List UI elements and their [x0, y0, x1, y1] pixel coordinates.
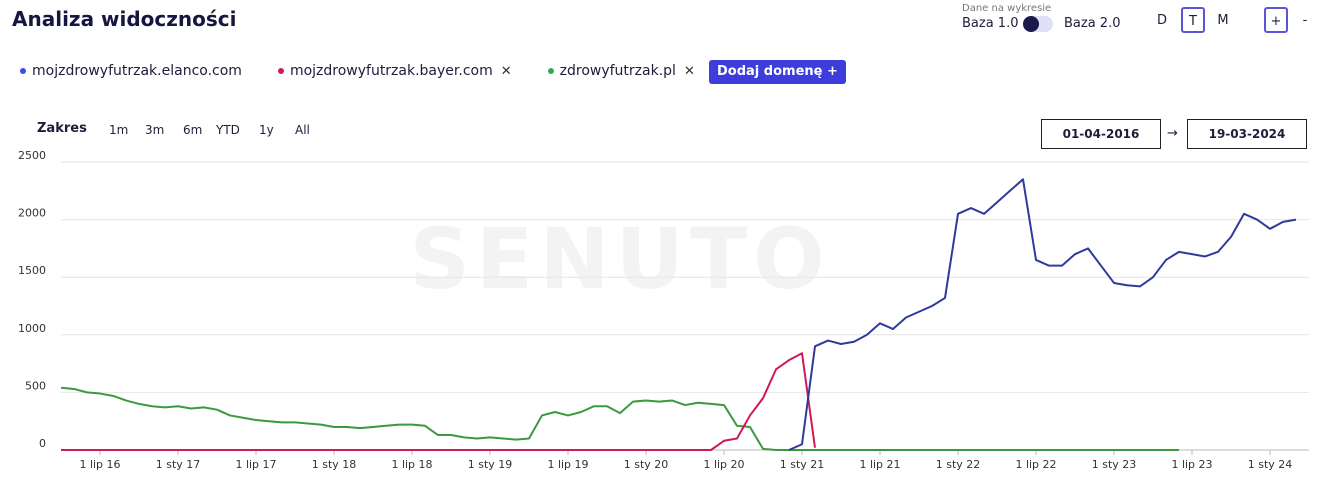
remove-domain[interactable]: ✕: [500, 63, 512, 79]
domain-item: zdrowyfutrzak.pl ✕: [547, 63, 695, 79]
data-label: Dane na wykresie: [962, 3, 1052, 14]
series-line: [60, 386, 1179, 451]
base-toggle[interactable]: [1023, 16, 1053, 32]
domain-dot: [20, 68, 26, 74]
base-option[interactable]: Baza 2.0: [1064, 16, 1121, 31]
y-tick-label: 1000: [18, 322, 46, 335]
range-label: Zakres: [37, 121, 87, 136]
x-tick-label: 1 sty 20: [624, 458, 669, 471]
domain-name: zdrowyfutrzak.pl: [559, 63, 676, 79]
domain-item: mojzdrowyfutrzak.elanco.com: [20, 63, 242, 79]
x-tick-label: 1 lip 18: [391, 458, 432, 471]
watermark: SENUTO: [409, 210, 830, 308]
domain-dot: [277, 68, 284, 74]
range-option[interactable]: 1y: [259, 123, 274, 137]
x-tick-label: 1 lip 19: [547, 458, 588, 471]
x-tick-label: 1 lip 16: [79, 458, 120, 471]
range-option[interactable]: 1m: [109, 123, 129, 137]
range-option[interactable]: YTD: [216, 123, 240, 137]
granularity-button[interactable]: D: [1156, 13, 1167, 28]
y-tick-label: 0: [39, 437, 46, 450]
date-to[interactable]: 19-03-2024: [1187, 119, 1307, 149]
x-tick-label: 1 sty 21: [780, 458, 825, 471]
domain-item: mojzdrowyfutrzak.bayer.com ✕: [277, 63, 512, 79]
series-line: [61, 352, 816, 451]
y-tick-label: 500: [25, 379, 46, 392]
x-tick-label: 1 sty 24: [1248, 458, 1293, 471]
base-option[interactable]: Baza 1.0: [962, 16, 1019, 31]
range-option[interactable]: 3m: [145, 123, 165, 137]
date-arrow: →: [1167, 126, 1178, 141]
x-tick-label: 1 lip 22: [1015, 458, 1056, 471]
domain-name: mojzdrowyfutrzak.bayer.com: [289, 63, 493, 79]
x-tick-label: 1 lip 21: [859, 458, 900, 471]
granularity-button[interactable]: M: [1217, 13, 1229, 28]
date-from[interactable]: 01-04-2016: [1041, 119, 1161, 149]
x-tick-label: 1 sty 18: [312, 458, 357, 471]
x-tick-label: 1 lip 20: [703, 458, 744, 471]
y-tick-label: 2000: [18, 207, 46, 220]
x-tick-label: 1 sty 22: [936, 458, 981, 471]
x-tick-label: 1 lip 23: [1171, 458, 1212, 471]
granularity-button[interactable]: T: [1181, 7, 1205, 33]
y-tick-label: 1500: [18, 264, 46, 277]
domain-name: mojzdrowyfutrzak.elanco.com: [32, 63, 242, 79]
zoom-out[interactable]: -: [1302, 13, 1308, 28]
zoom-in[interactable]: +: [1264, 7, 1288, 33]
range-option[interactable]: All: [295, 123, 310, 137]
x-tick-label: 1 sty 17: [156, 458, 201, 471]
remove-domain[interactable]: ✕: [683, 63, 695, 79]
x-tick-label: 1 lip 17: [235, 458, 276, 471]
toggle-knob: [1023, 16, 1039, 32]
add-domain-button[interactable]: Dodaj domenę +: [709, 60, 846, 84]
series-line: [788, 178, 1297, 451]
y-tick-label: 2500: [18, 149, 46, 162]
x-tick-label: 1 sty 19: [468, 458, 513, 471]
page-title: Analiza widoczności: [12, 7, 237, 31]
domain-dot: [547, 68, 554, 74]
domain-list: mojzdrowyfutrzak.elanco.com mojzdrowyfutr…: [20, 63, 695, 79]
x-tick-label: 1 sty 23: [1092, 458, 1137, 471]
range-option[interactable]: 6m: [183, 123, 203, 137]
